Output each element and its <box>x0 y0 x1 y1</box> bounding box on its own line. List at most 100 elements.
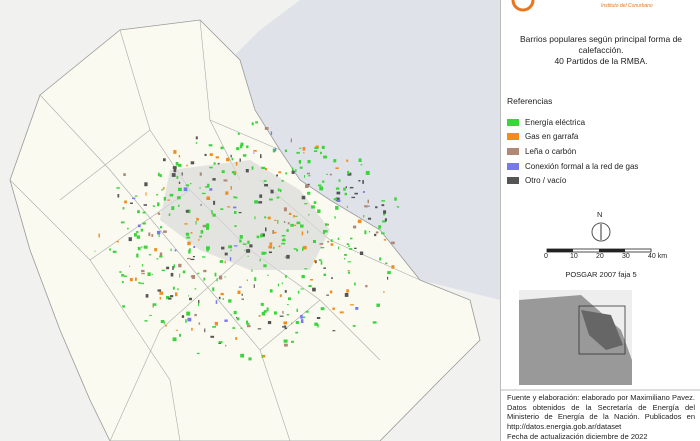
settlement <box>221 170 225 174</box>
settlement <box>301 275 305 279</box>
settlement <box>263 264 267 268</box>
settlement <box>233 206 237 209</box>
settlement <box>240 142 244 147</box>
settlement <box>372 321 377 324</box>
settlement <box>185 184 190 187</box>
settlement <box>266 307 269 312</box>
settlement <box>277 188 280 192</box>
settlement <box>174 249 177 252</box>
settlement <box>246 145 249 149</box>
settlement <box>326 294 329 296</box>
settlement <box>296 249 299 252</box>
settlement <box>291 167 294 171</box>
settlement <box>186 236 191 239</box>
legend-label: Otro / vacío <box>525 176 567 186</box>
settlement <box>347 261 352 263</box>
settlement <box>201 192 206 195</box>
settlement <box>121 281 124 284</box>
settlement <box>308 285 312 287</box>
settlement <box>241 293 243 296</box>
settlement <box>285 275 287 278</box>
settlement <box>230 154 232 158</box>
legend-title: Referencias <box>507 96 553 106</box>
settlement <box>202 256 206 258</box>
settlement <box>156 194 159 196</box>
settlement <box>176 175 179 179</box>
settlement <box>363 215 365 218</box>
north-arrow <box>591 222 611 242</box>
settlement <box>274 147 277 152</box>
settlement <box>241 298 244 300</box>
settlement <box>321 145 325 149</box>
settlement <box>301 231 304 236</box>
settlement <box>159 174 162 178</box>
settlement <box>209 166 213 169</box>
settlement <box>238 286 242 288</box>
settlement <box>135 277 137 281</box>
settlement <box>178 187 182 191</box>
settlement <box>182 270 186 274</box>
settlement <box>329 173 332 176</box>
settlement <box>324 230 328 233</box>
settlement <box>382 220 386 223</box>
settlement <box>323 155 328 159</box>
settlement <box>312 287 316 292</box>
settlement <box>168 213 171 216</box>
settlement <box>254 216 256 220</box>
settlement <box>281 239 286 242</box>
settlement <box>171 206 175 210</box>
settlement <box>344 192 347 196</box>
settlement <box>124 275 127 277</box>
settlement <box>291 340 294 343</box>
settlement <box>296 221 301 225</box>
settlement <box>147 272 151 276</box>
settlement <box>263 310 267 313</box>
settlement <box>137 224 141 228</box>
settlement <box>335 197 340 201</box>
settlement <box>242 154 247 157</box>
settlement <box>170 295 174 298</box>
settlement <box>353 225 357 229</box>
settlement <box>144 182 148 187</box>
settlement <box>208 144 213 147</box>
settlement <box>261 166 266 169</box>
settlement <box>259 194 263 198</box>
settlement <box>141 246 143 248</box>
settlement <box>254 277 257 281</box>
settlement <box>157 202 160 207</box>
settlement <box>282 326 284 328</box>
settlement <box>301 195 306 200</box>
settlement <box>132 197 136 200</box>
scale-label: 30 <box>622 253 630 260</box>
settlement <box>251 166 254 170</box>
legend-item: Gas en garrafa <box>507 131 578 143</box>
settlement <box>381 200 386 202</box>
settlement <box>177 196 181 200</box>
settlement <box>198 299 200 304</box>
settlement <box>334 216 336 219</box>
settlement <box>272 246 275 249</box>
scale-segment <box>599 249 625 252</box>
settlement <box>245 169 249 173</box>
settlement <box>230 249 232 252</box>
settlement <box>94 250 96 252</box>
settlement <box>253 152 255 154</box>
settlement <box>349 186 354 189</box>
settlement <box>390 241 395 245</box>
settlement <box>317 209 321 213</box>
settlement <box>247 255 249 257</box>
settlement <box>347 170 350 175</box>
settlement <box>200 230 204 234</box>
settlement <box>152 303 157 306</box>
settlement <box>203 277 206 281</box>
settlement <box>261 354 263 358</box>
settlement <box>168 297 172 300</box>
settlement <box>219 275 223 280</box>
map <box>0 0 500 441</box>
settlement <box>136 231 139 233</box>
settlement <box>116 241 119 243</box>
settlement <box>307 183 310 186</box>
settlement <box>246 279 248 281</box>
settlement <box>225 344 227 347</box>
